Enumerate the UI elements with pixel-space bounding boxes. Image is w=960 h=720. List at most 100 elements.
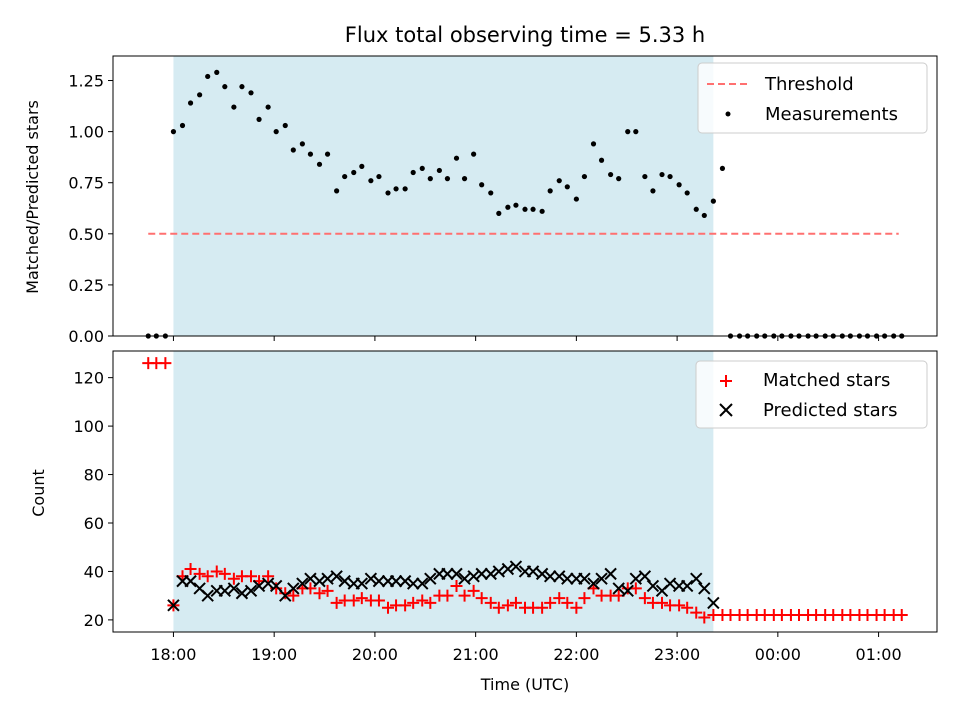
matched-stars-point (218, 567, 231, 580)
ratio-observing-window (173, 56, 714, 336)
matched-legend-label: Matched stars (763, 370, 890, 391)
measurements-point (710, 198, 716, 204)
ratio-ytick-label: 0.00 (68, 327, 104, 346)
predicted-stars-point (355, 577, 369, 590)
measurements-point (488, 190, 494, 196)
measurements-point (616, 176, 622, 182)
measurements-point (376, 173, 382, 180)
matched-stars-point (484, 596, 497, 609)
matched-stars-point (492, 601, 505, 614)
predicted-stars-point (492, 565, 506, 578)
measurements-point (564, 184, 570, 190)
predicted-stars-point (621, 584, 634, 598)
measurements-point (256, 116, 262, 122)
predicted-stars-point (526, 565, 540, 578)
measurements-point (590, 141, 597, 147)
matched-stars-point (638, 592, 651, 605)
predicted-stars-point (201, 589, 214, 602)
matched-stars-point (245, 570, 258, 583)
predicted-stars-point (543, 570, 557, 583)
measurements-point (205, 73, 211, 80)
matched-stars-point (159, 357, 172, 370)
measurements-point (342, 173, 348, 180)
measurements-point (650, 188, 656, 194)
matched-stars-point (450, 579, 463, 592)
ratio-legend-box (697, 62, 928, 134)
measurements-point (667, 173, 673, 180)
predicted-stars-point (398, 574, 412, 588)
time-tick-label: 21:00 (453, 645, 499, 664)
measurements-point (539, 208, 545, 214)
ratio-axes-frame (112, 55, 938, 337)
matched-stars-point (629, 582, 642, 595)
measurements-point (410, 169, 416, 176)
matched-stars-point (690, 606, 703, 619)
chart-title: Flux total observing time = 5.33 h (345, 23, 705, 47)
predicted-stars-point (338, 574, 351, 588)
measurements-point (334, 188, 340, 194)
predicted-stars-point (553, 570, 566, 583)
matched-stars-point (895, 609, 908, 622)
measurements-point (608, 171, 614, 178)
predicted-legend-marker (719, 403, 733, 417)
matched-stars-point (673, 599, 686, 612)
measurements-point (505, 204, 511, 210)
count-legend: Matched stars Predicted stars (695, 360, 928, 429)
measurements-point (642, 173, 648, 180)
measurements-point (547, 188, 553, 194)
predicted-stars-point (424, 572, 437, 585)
matched-stars-point (262, 570, 275, 583)
matched-stars-point (355, 592, 368, 605)
measurements-point (598, 157, 605, 163)
measurements-point (179, 122, 186, 129)
measurements-legend-label: Measurements (765, 104, 898, 125)
measurements-point (556, 178, 562, 184)
predicted-stars-point (690, 572, 703, 585)
predicted-stars-point (227, 582, 241, 595)
measurements-point (684, 190, 690, 196)
predicted-stars-point (261, 577, 275, 590)
ratio-ytick-label: 0.50 (68, 225, 104, 244)
count-legend-box (695, 360, 928, 429)
ratio-axis-label: Matched/Predicted stars (23, 100, 42, 294)
predicted-stars-point (406, 577, 420, 590)
measurements-point (513, 202, 519, 208)
predicted-stars-point (269, 579, 283, 593)
measurements-point (290, 147, 296, 153)
matched-stars-point (424, 596, 437, 609)
count-ytick-label: 60 (84, 514, 104, 533)
predicted-stars-point (330, 570, 343, 583)
measurements-point (522, 206, 528, 212)
matched-stars-point (501, 599, 514, 612)
predicted-stars-point (364, 572, 378, 585)
measurements-point (265, 104, 271, 110)
measurements-point (573, 196, 579, 202)
predicted-stars-point (450, 567, 463, 581)
matched-stars-point (475, 592, 488, 605)
count-ytick-label: 120 (73, 369, 104, 388)
ratio-ytick-label: 1.00 (68, 123, 104, 142)
measurements-point (453, 155, 460, 161)
predicted-stars-point (389, 574, 403, 588)
predicted-stars-point (646, 579, 660, 593)
predicted-stars-point (484, 567, 497, 581)
matched-stars-point (467, 584, 480, 597)
matched-stars-point (536, 601, 549, 614)
predicted-stars-point (313, 574, 326, 588)
predicted-stars-point (184, 574, 197, 588)
ratio-plot: 0.00 0.25 0.50 0.75 1.00 1.25 (68, 55, 938, 346)
measurements-point (231, 104, 237, 110)
count-plot: 20 40 60 80 100 120 18:00 19:00 20:00 21:00 22:00 2… (73, 350, 938, 664)
measurements-point (436, 167, 442, 174)
matched-stars-point (382, 601, 395, 614)
matched-stars-point (347, 594, 360, 607)
count-ytick-label: 100 (73, 417, 104, 436)
measurements-point (719, 165, 726, 172)
matched-stars-point (416, 594, 429, 607)
predicted-stars-point (458, 572, 471, 585)
predicted-stars-point (595, 572, 608, 585)
measurements-point (359, 163, 365, 169)
measurements-point (316, 161, 323, 167)
matched-stars-point (578, 592, 591, 605)
predicted-stars-point (244, 584, 258, 598)
